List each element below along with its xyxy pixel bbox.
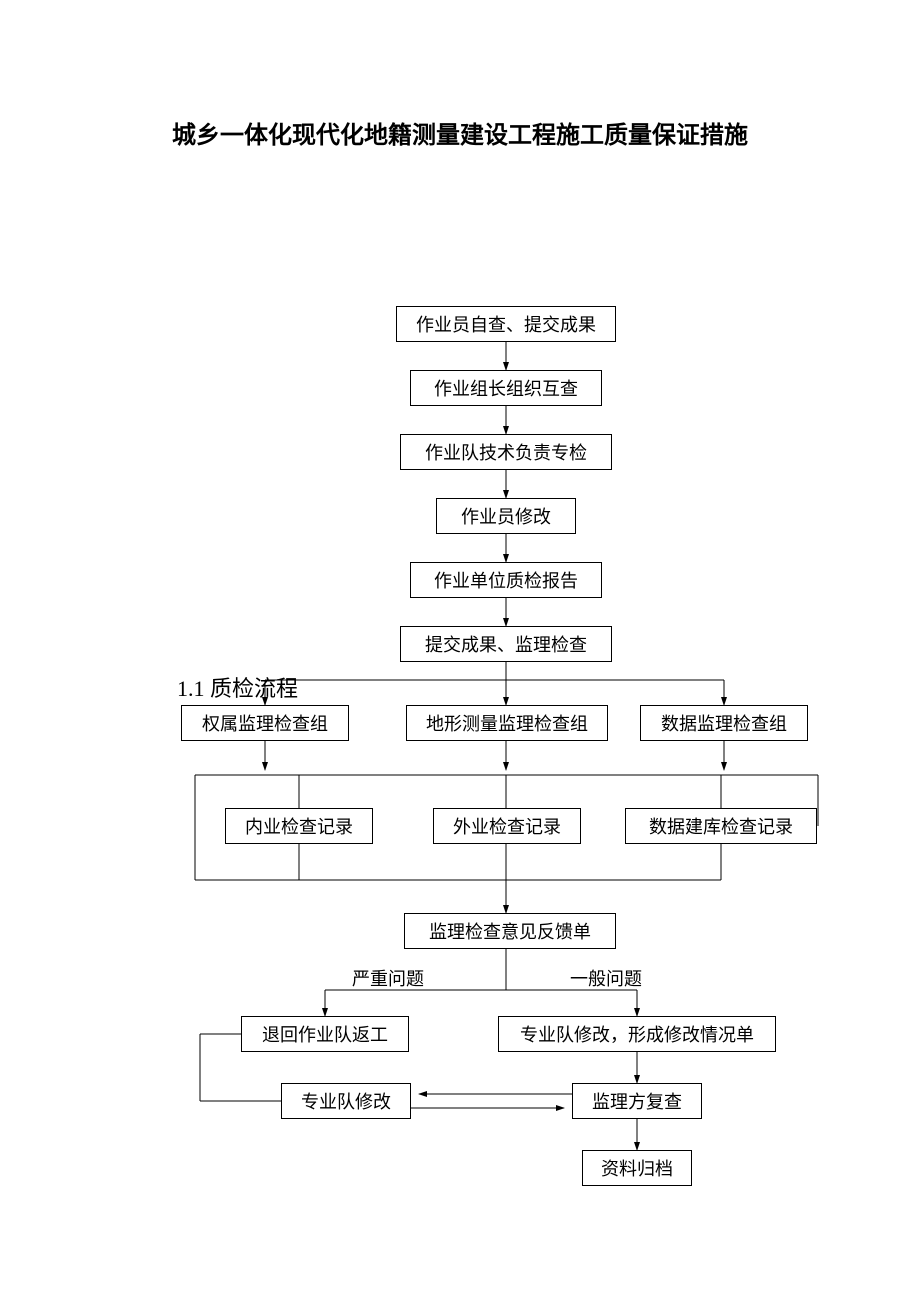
node-indoor-record: 内业检查记录 [225, 808, 373, 844]
node-qc-report: 作业单位质检报告 [410, 562, 602, 598]
section-label: 1.1 质检流程 [177, 671, 298, 703]
node-tech-special-check: 作业队技术负责专检 [400, 434, 612, 470]
node-submit-supervise: 提交成果、监理检查 [400, 626, 612, 662]
node-pro-revise-form: 专业队修改，形成修改情况单 [498, 1016, 776, 1052]
node-pro-revise: 专业队修改 [281, 1083, 411, 1119]
node-self-check: 作业员自查、提交成果 [396, 306, 616, 342]
label-severe-issue: 严重问题 [352, 965, 424, 991]
node-return-rework: 退回作业队返工 [241, 1016, 409, 1052]
node-supervise-recheck: 监理方复查 [572, 1083, 702, 1119]
node-archive: 资料归档 [582, 1150, 692, 1186]
node-data-group: 数据监理检查组 [640, 705, 808, 741]
node-ownership-group: 权属监理检查组 [181, 705, 349, 741]
node-db-record: 数据建库检查记录 [625, 808, 817, 844]
node-team-crosscheck: 作业组长组织互查 [410, 370, 602, 406]
label-general-issue: 一般问题 [570, 965, 642, 991]
page-title: 城乡一体化现代化地籍测量建设工程施工质量保证措施 [130, 115, 790, 150]
node-outdoor-record: 外业检查记录 [433, 808, 581, 844]
node-terrain-group: 地形测量监理检查组 [406, 705, 608, 741]
node-feedback-form: 监理检查意见反馈单 [404, 913, 616, 949]
node-operator-revise: 作业员修改 [436, 498, 576, 534]
